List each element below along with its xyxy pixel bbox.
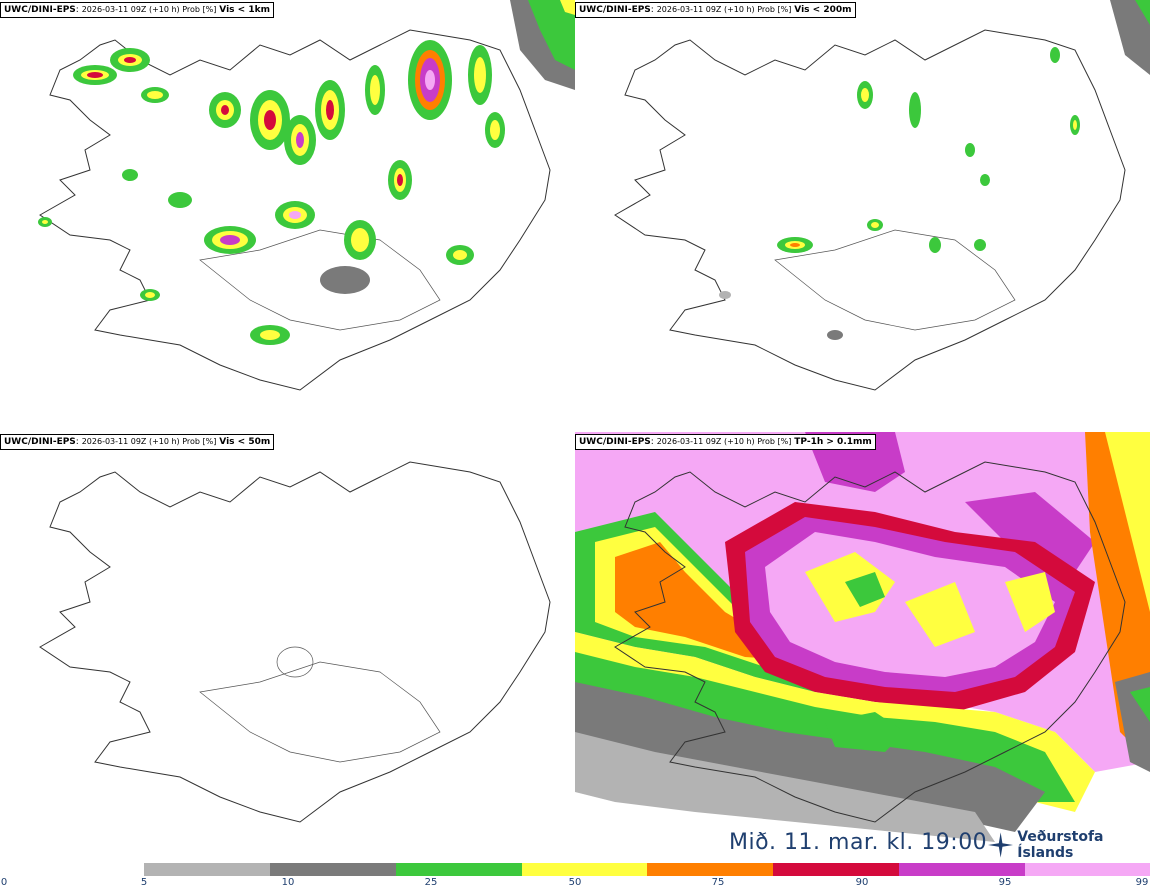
panel-title: UWC/DINI-EPS: 2026-03-11 09Z (+10 h) Pro… bbox=[575, 2, 856, 18]
valid-time-label: Mið. 11. mar. kl. 19:00 bbox=[729, 830, 988, 855]
panel-title: UWC/DINI-EPS: 2026-03-11 09Z (+10 h) Pro… bbox=[575, 434, 876, 450]
iceland-map-vis-50m bbox=[39, 461, 551, 823]
map-panel-vis-200m: UWC/DINI-EPS: 2026-03-11 09Z (+10 h) Pro… bbox=[575, 0, 1150, 430]
logo-text: Veðurstofa Íslands bbox=[1017, 829, 1104, 861]
colorbar-tick-label: 95 bbox=[998, 877, 1012, 888]
colorbar-segment bbox=[269, 863, 396, 876]
colorbar-tick-label: 0 bbox=[0, 877, 8, 888]
map-panel-precip: UWC/DINI-EPS: 2026-03-11 09Z (+10 h) Pro… bbox=[575, 432, 1150, 862]
colorbar-segment bbox=[395, 863, 522, 876]
colorbar-tick-label: 5 bbox=[140, 877, 148, 888]
probability-colorbar bbox=[144, 863, 1150, 876]
colorbar-segment bbox=[144, 863, 270, 876]
vis-1km-fog-blobs bbox=[38, 40, 505, 345]
colorbar-tick-label: 50 bbox=[568, 877, 582, 888]
colorbar-tick-label: 10 bbox=[281, 877, 295, 888]
colorbar-tick-label: 90 bbox=[855, 877, 869, 888]
panel-title: UWC/DINI-EPS: 2026-03-11 09Z (+10 h) Pro… bbox=[0, 434, 275, 450]
colorbar-segment bbox=[773, 863, 900, 876]
colorbar-tick-label: 75 bbox=[711, 877, 725, 888]
colorbar-segment bbox=[647, 863, 774, 876]
colorbar-segment bbox=[1025, 863, 1150, 876]
iceland-map-vis-200m bbox=[614, 0, 1150, 391]
colorbar-segment bbox=[521, 863, 648, 876]
iceland-map-vis-1km bbox=[38, 0, 575, 391]
panel-title: UWC/DINI-EPS: 2026-03-11 09Z (+10 h) Pro… bbox=[0, 2, 274, 18]
iceland-map-precip bbox=[575, 432, 1150, 862]
colorbar-tick-label: 25 bbox=[424, 877, 438, 888]
compass-star-icon bbox=[988, 832, 1014, 858]
vis-200m-fog-blobs bbox=[719, 47, 1080, 340]
map-panel-vis-1km: UWC/DINI-EPS: 2026-03-11 09Z (+10 h) Pro… bbox=[0, 0, 575, 430]
colorbar-tick-label: 99 bbox=[1135, 877, 1149, 888]
vedurstofa-logo: Veðurstofa Íslands bbox=[988, 829, 1150, 861]
colorbar-ticks: 0 5 10 25 50 75 90 95 99 bbox=[0, 877, 1150, 891]
map-panel-vis-50m: UWC/DINI-EPS: 2026-03-11 09Z (+10 h) Pro… bbox=[0, 432, 575, 862]
colorbar-segment bbox=[899, 863, 1026, 876]
